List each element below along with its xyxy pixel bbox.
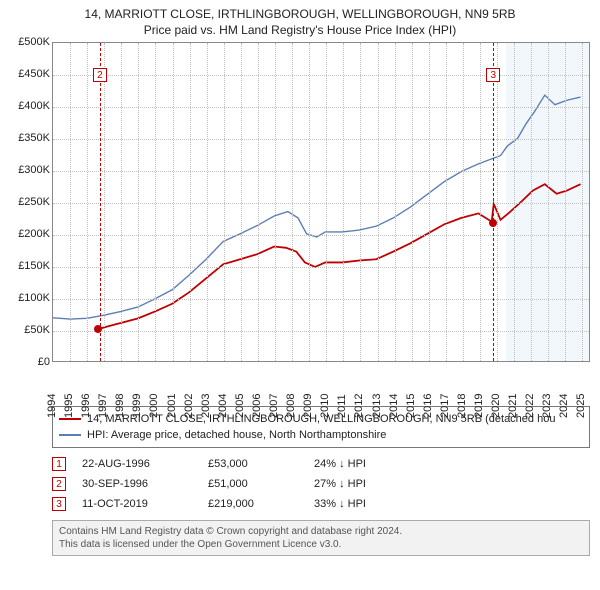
footer-line-2: This data is licensed under the Open Gov… bbox=[59, 538, 583, 551]
x-tick-label: 2010 bbox=[319, 394, 331, 418]
y-tick-label: £0 bbox=[38, 356, 50, 368]
y-tick-label: £350K bbox=[18, 132, 50, 144]
x-tick-label: 1995 bbox=[63, 394, 75, 418]
event-price: £51,000 bbox=[208, 478, 298, 490]
event-row: 2 30-SEP-1996 £51,000 27% ↓ HPI bbox=[52, 474, 590, 494]
event-row: 1 22-AUG-1996 £53,000 24% ↓ HPI bbox=[52, 454, 590, 474]
event-price: £53,000 bbox=[208, 458, 298, 470]
x-tick-label: 1997 bbox=[97, 394, 109, 418]
series-line-hpi bbox=[53, 96, 581, 320]
y-tick-label: £200K bbox=[18, 228, 50, 240]
x-tick-label: 2017 bbox=[439, 394, 451, 418]
x-tick-label: 2001 bbox=[166, 394, 178, 418]
event-id-box: 3 bbox=[52, 497, 66, 511]
event-date: 11-OCT-2019 bbox=[82, 498, 192, 510]
x-tick-label: 2006 bbox=[251, 394, 263, 418]
event-id-box: 1 bbox=[52, 457, 66, 471]
x-tick-label: 2019 bbox=[473, 394, 485, 418]
events-table: 1 22-AUG-1996 £53,000 24% ↓ HPI 2 30-SEP-1996… bbox=[52, 454, 590, 514]
x-axis-labels: 1994199519961997199819992000200120022003… bbox=[52, 364, 590, 402]
x-tick-label: 2012 bbox=[353, 394, 365, 418]
x-tick-label: 2022 bbox=[524, 394, 536, 418]
x-tick-label: 2008 bbox=[285, 394, 297, 418]
x-tick-label: 2016 bbox=[422, 394, 434, 418]
legend-swatch bbox=[59, 418, 81, 420]
event-marker-line bbox=[493, 43, 494, 361]
event-row: 3 11-OCT-2019 £219,000 33% ↓ HPI bbox=[52, 494, 590, 514]
event-marker-box: 2 bbox=[93, 68, 107, 82]
y-tick-label: £300K bbox=[18, 164, 50, 176]
x-tick-label: 2018 bbox=[456, 394, 468, 418]
chart-title-block: 14, MARRIOTT CLOSE, IRTHLINGBOROUGH, WEL… bbox=[8, 6, 592, 38]
event-id-box: 2 bbox=[52, 477, 66, 491]
x-tick-label: 2024 bbox=[558, 394, 570, 418]
event-delta: 27% ↓ HPI bbox=[314, 478, 366, 490]
y-tick-label: £400K bbox=[18, 100, 50, 112]
event-marker-box: 3 bbox=[486, 68, 500, 82]
title-line-2: Price paid vs. HM Land Registry's House … bbox=[8, 22, 592, 38]
x-tick-label: 2013 bbox=[371, 394, 383, 418]
event-price: £219,000 bbox=[208, 498, 298, 510]
legend-swatch bbox=[59, 434, 81, 436]
event-marker-dot bbox=[94, 325, 102, 333]
legend-row: HPI: Average price, detached house, Nort… bbox=[59, 427, 583, 443]
event-marker-dot bbox=[489, 219, 497, 227]
x-tick-label: 2003 bbox=[200, 394, 212, 418]
series-line-price_paid bbox=[98, 185, 580, 329]
x-tick-label: 1996 bbox=[80, 394, 92, 418]
plot-region: 23 bbox=[52, 42, 590, 362]
x-tick-label: 2011 bbox=[336, 395, 348, 419]
event-marker-line bbox=[100, 43, 101, 361]
y-tick-label: £50K bbox=[24, 324, 50, 336]
event-date: 22-AUG-1996 bbox=[82, 458, 192, 470]
x-tick-label: 2021 bbox=[507, 394, 519, 418]
x-tick-label: 2014 bbox=[388, 394, 400, 418]
chart-svg bbox=[53, 43, 589, 361]
y-tick-label: £500K bbox=[18, 36, 50, 48]
x-tick-label: 2015 bbox=[405, 394, 417, 418]
footer-line-1: Contains HM Land Registry data © Crown c… bbox=[59, 525, 583, 538]
x-tick-label: 2005 bbox=[234, 394, 246, 418]
event-delta: 33% ↓ HPI bbox=[314, 498, 366, 510]
event-delta: 24% ↓ HPI bbox=[314, 458, 366, 470]
x-tick-label: 2023 bbox=[541, 394, 553, 418]
chart-area: £0 £50K £100K £150K £200K £250K £300K £350K £400… bbox=[8, 42, 592, 402]
y-tick-label: £100K bbox=[18, 292, 50, 304]
x-tick-label: 1998 bbox=[114, 394, 126, 418]
x-tick-label: 2002 bbox=[183, 394, 195, 418]
x-tick-label: 2004 bbox=[217, 394, 229, 418]
title-line-1: 14, MARRIOTT CLOSE, IRTHLINGBOROUGH, WEL… bbox=[8, 6, 592, 22]
x-tick-label: 2025 bbox=[575, 394, 587, 418]
footer-attribution: Contains HM Land Registry data © Crown c… bbox=[52, 520, 590, 556]
x-tick-label: 2000 bbox=[148, 394, 160, 418]
y-tick-label: £150K bbox=[18, 260, 50, 272]
y-axis-labels: £0£50K£100K£150K£200K£250K£300K£350K£400… bbox=[8, 42, 52, 362]
x-tick-label: 1994 bbox=[46, 394, 58, 418]
x-tick-label: 2020 bbox=[490, 394, 502, 418]
x-tick-label: 1999 bbox=[131, 394, 143, 418]
x-tick-label: 2009 bbox=[302, 394, 314, 418]
y-tick-label: £450K bbox=[18, 68, 50, 80]
legend-label: HPI: Average price, detached house, Nort… bbox=[87, 429, 386, 441]
x-tick-label: 2007 bbox=[268, 394, 280, 418]
event-date: 30-SEP-1996 bbox=[82, 478, 192, 490]
y-tick-label: £250K bbox=[18, 196, 50, 208]
